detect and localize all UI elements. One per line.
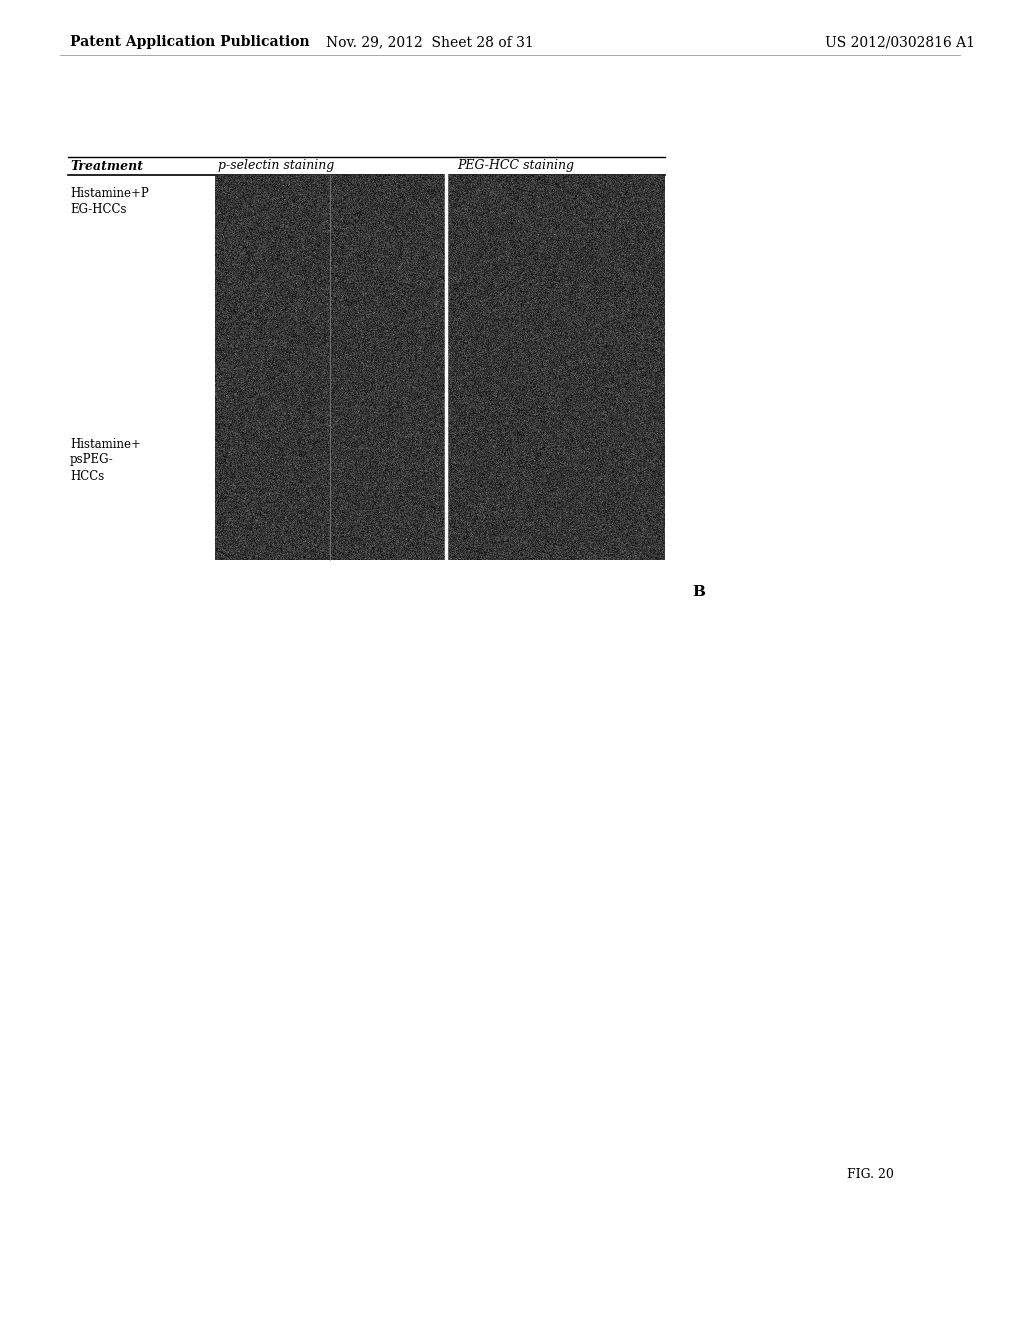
Text: Histamine+: Histamine+ — [70, 437, 141, 450]
Text: psPEG-: psPEG- — [70, 454, 114, 466]
Text: Patent Application Publication: Patent Application Publication — [70, 36, 309, 49]
Text: HCCs: HCCs — [70, 470, 104, 483]
Text: B: B — [692, 585, 705, 599]
Text: Histamine+P: Histamine+P — [70, 187, 148, 201]
Text: FIG. 20: FIG. 20 — [847, 1168, 893, 1181]
Text: PEG-HCC staining: PEG-HCC staining — [457, 160, 574, 173]
Text: EG-HCCs: EG-HCCs — [70, 203, 127, 216]
Text: p-selectin staining: p-selectin staining — [218, 160, 334, 173]
Text: US 2012/0302816 A1: US 2012/0302816 A1 — [825, 36, 975, 49]
Text: Treatment: Treatment — [70, 160, 143, 173]
Text: Nov. 29, 2012  Sheet 28 of 31: Nov. 29, 2012 Sheet 28 of 31 — [326, 36, 534, 49]
